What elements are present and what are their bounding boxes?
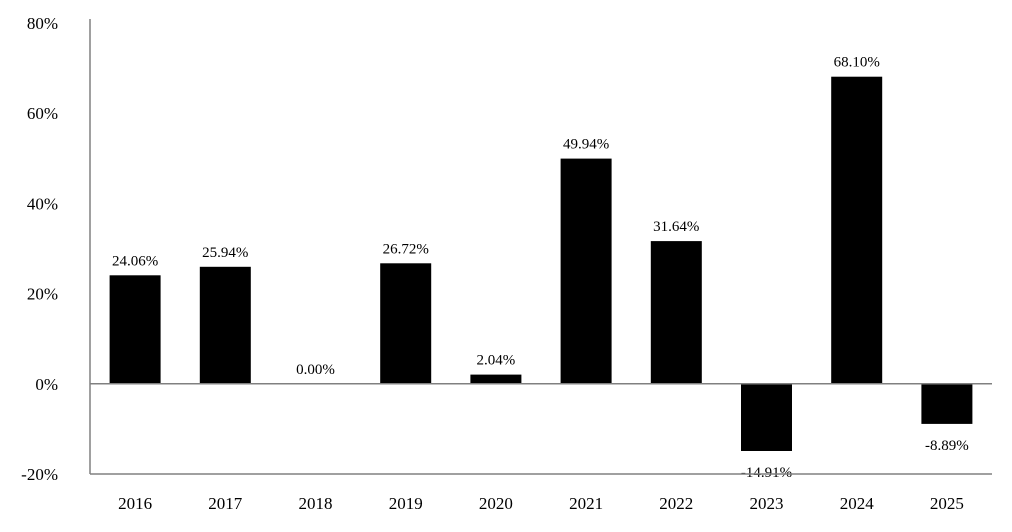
data-label-2023: -14.91% — [741, 465, 792, 481]
y-tick-label: 80% — [27, 14, 58, 33]
x-tick-label-2020: 2020 — [479, 494, 513, 513]
data-label-2024: 68.10% — [834, 55, 880, 71]
data-label-2025: -8.89% — [925, 438, 969, 454]
bars — [109, 76, 973, 451]
bar-2025 — [921, 383, 973, 424]
bar-2023 — [741, 383, 792, 451]
y-tick-label: 40% — [27, 194, 58, 213]
x-tick-label-2024: 2024 — [840, 494, 875, 513]
x-tick-label-2022: 2022 — [659, 494, 693, 513]
bar-2021 — [560, 158, 612, 384]
y-tick-label: -20% — [21, 465, 58, 484]
x-tick-label-2018: 2018 — [299, 494, 333, 513]
data-label-2019: 26.72% — [383, 241, 429, 257]
data-label-2021: 49.94% — [563, 137, 609, 153]
x-tick-label-2017: 2017 — [208, 494, 243, 513]
y-tick-label: 20% — [27, 285, 58, 304]
y-tick-label: 0% — [35, 375, 58, 394]
bar-2016 — [109, 275, 161, 384]
bar-2020 — [470, 374, 522, 384]
data-label-2022: 31.64% — [653, 219, 699, 235]
y-tick-label: 60% — [27, 104, 58, 123]
x-tick-label-2021: 2021 — [569, 494, 603, 513]
x-tick-label-2023: 2023 — [750, 494, 784, 513]
x-axis: 2016 2017 2018 2019 2020 2021 2022 2023 2024 2025 — [90, 383, 992, 513]
bar-2017 — [199, 266, 251, 384]
data-label-2016: 24.06% — [112, 253, 158, 269]
x-tick-label-2025: 2025 — [930, 494, 964, 513]
data-label-2018: 0.00% — [296, 362, 335, 378]
bar-2024 — [831, 76, 883, 384]
x-tick-label-2016: 2016 — [118, 494, 152, 513]
data-labels: 24.06% 25.94% 0.00% 26.72% 2.04% 49.94% 31.64%… — [112, 55, 969, 481]
bar-2022 — [650, 241, 702, 384]
x-tick-label-2019: 2019 — [389, 494, 423, 513]
y-axis: -20% 0% 20% 40% 60% 80% — [21, 14, 91, 484]
data-label-2020: 2.04% — [477, 353, 516, 369]
bar-2019 — [380, 263, 432, 384]
data-label-2017: 25.94% — [202, 245, 248, 261]
